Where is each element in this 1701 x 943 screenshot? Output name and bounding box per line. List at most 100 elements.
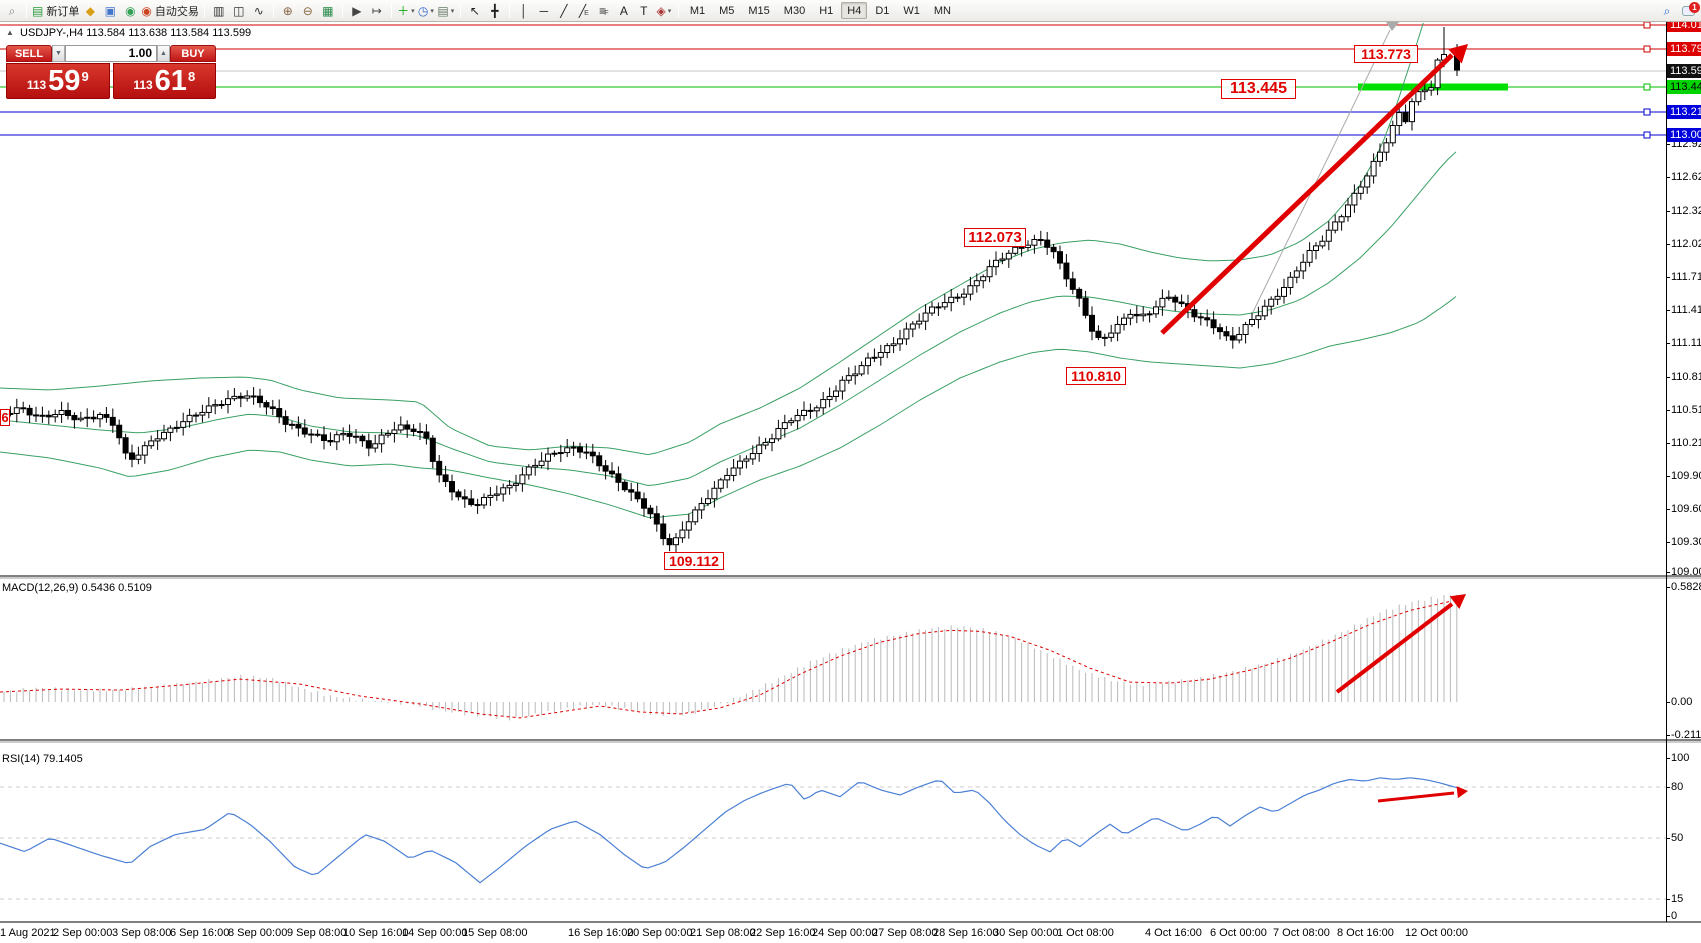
date-label: 12 Oct 00:00 [1405, 927, 1468, 939]
date-label: 30 Sep 00:00 [993, 927, 1059, 939]
fibonacci-icon[interactable]: ≡ F [595, 2, 613, 20]
bar-chart-icon-glyph: ▥ [213, 3, 225, 18]
timeframe-m30[interactable]: M30 [783, 4, 806, 17]
line-chart-icon-glyph: ∿ [253, 3, 264, 18]
templates-button[interactable]: ▤ ▾ [437, 2, 455, 20]
timeframe-m15[interactable]: M15 [748, 4, 770, 17]
rsi-tick-label: 50 [1671, 832, 1684, 844]
timeframe-h1[interactable]: H1 [819, 4, 834, 17]
timeframe-m5[interactable]: M5 [719, 4, 735, 17]
templates-button-glyph: ▤ [437, 3, 449, 18]
text-icon[interactable]: A [615, 2, 633, 20]
autotrading-button[interactable]: ◉ 自动交易 [141, 2, 198, 20]
rsi-tick-mark [1666, 758, 1670, 759]
price-tick-mark [1666, 244, 1670, 245]
zoom-in-icon[interactable]: ⊕ [279, 2, 297, 20]
date-label: 8 Oct 16:00 [1337, 927, 1394, 939]
indicators-button[interactable]: ＋ ▾ [397, 2, 415, 20]
tile-windows-icon-glyph: ▦ [322, 3, 334, 18]
timeframe-h4[interactable]: H4 [841, 2, 868, 19]
rsi-tick-mark [1666, 838, 1670, 839]
volume-increase-button[interactable]: ▲ [157, 45, 170, 62]
dropdown-arrow-icon: ▾ [411, 7, 415, 15]
price-tick-mark [1666, 310, 1670, 311]
price-annotation[interactable]: 6 [0, 409, 10, 426]
sell-price-display[interactable]: 113 59 9 [6, 63, 110, 99]
date-label: 9 Sep 08:00 [287, 927, 347, 939]
crosshair-icon[interactable]: ╋ [486, 2, 504, 20]
timeframe-mn[interactable]: MN [933, 4, 951, 17]
cursor-icon[interactable]: ↖ [466, 2, 484, 20]
search-icon[interactable]: ⌕ [1658, 2, 1676, 20]
horizontal-line-icon[interactable]: ─ [535, 2, 553, 20]
price-annotation[interactable]: 109.112 [664, 552, 724, 570]
toolbar-separator [272, 3, 274, 18]
horizontal-lines-layer[interactable] [0, 21, 1666, 139]
zoom-out-icon[interactable]: ⊖ [299, 2, 317, 20]
dropdown-arrow-icon: ▾ [450, 7, 455, 15]
candlestick-chart-icon[interactable]: ◫ [230, 2, 248, 20]
arrows-tool-icon[interactable]: ◈ ▾ [655, 2, 673, 20]
buy-price-display[interactable]: 113 61 8 [112, 63, 216, 99]
price-tick-label: 110.210 [1671, 437, 1701, 449]
chart-collapse-icon[interactable]: ▲ [6, 28, 14, 37]
pane-borders [0, 22, 1701, 923]
gray-trendline[interactable] [1252, 22, 1399, 313]
price-tick-label: 109.305 [1671, 536, 1701, 548]
rsi-tick-label: 100 [1671, 752, 1690, 764]
timeframe-w1[interactable]: W1 [903, 4, 920, 17]
autotrading-button-label: 自动交易 [154, 5, 199, 18]
bid-pips: 59 [48, 65, 81, 98]
buy-button[interactable]: BUY [170, 45, 216, 62]
price-annotation[interactable]: 113.445 [1221, 79, 1296, 99]
toolbar-separator [677, 3, 679, 18]
price-tick-label: 112.020 [1671, 238, 1701, 250]
cursor-icon-glyph: ↖ [469, 3, 480, 18]
bid-whole: 113 [26, 78, 47, 92]
bar-chart-icon[interactable]: ▥ [210, 2, 228, 20]
styler-bucket-icon[interactable]: ◆ [81, 2, 99, 20]
vertical-line-icon[interactable]: │ [515, 2, 533, 20]
price-tick-mark [1666, 443, 1670, 444]
chat-icon[interactable]: 1 [1678, 1, 1700, 20]
price-tick-label: 112.625 [1671, 171, 1701, 183]
fibonacci-icon-glyph: ≡ [599, 3, 607, 18]
macd-tick-label: 0.00 [1671, 696, 1693, 708]
candlestick-chart-icon-glyph: ◫ [233, 3, 245, 18]
volume-decrease-button[interactable]: ▼ [52, 45, 65, 62]
price-tick-mark [1666, 476, 1670, 477]
terminal-icon[interactable]: ▣ [101, 2, 119, 20]
vertical-line-icon-glyph: │ [520, 3, 528, 18]
auto-scroll-icon[interactable]: ▶ [348, 2, 366, 20]
rsi-pane-label: RSI(14) 79.1405 [2, 753, 83, 765]
price-annotation[interactable]: 112.073 [964, 228, 1026, 247]
toolbar-separator [203, 3, 205, 18]
tile-windows-icon[interactable]: ▦ [319, 2, 337, 20]
price-tick-mark [1666, 572, 1670, 573]
equidistant-channel-icon[interactable]: ╱ E [575, 2, 593, 20]
periods-button[interactable]: ◷ ▾ [417, 2, 435, 20]
date-label: 20 Sep 00:00 [627, 927, 693, 939]
price-tag-113.217: 113.217 [1667, 105, 1701, 119]
chart-shift-icon[interactable]: ↦ [368, 2, 386, 20]
edge-partial-search-icon[interactable]: ⌕ [3, 2, 21, 20]
price-annotation[interactable]: 113.773 [1354, 45, 1418, 63]
macd-tick-mark [1666, 702, 1670, 703]
text-label-icon[interactable]: T [635, 2, 653, 20]
date-label: 14 Sep 00:00 [402, 927, 468, 939]
bid-point: 9 [81, 69, 89, 84]
signals-icon[interactable]: ◉ [121, 2, 139, 20]
volume-input[interactable]: 1.00 [65, 45, 157, 62]
fibonacci-icon-sub: F [604, 10, 609, 17]
new-order-button[interactable]: ▤ 新订单 [32, 2, 79, 20]
trendline-icon[interactable]: ╱ [555, 2, 573, 20]
date-label: 3 Sep 08:00 [112, 927, 172, 939]
red-arrows-layer[interactable] [1160, 44, 1468, 803]
timeframe-d1[interactable]: D1 [875, 4, 890, 17]
line-chart-icon[interactable]: ∿ [250, 2, 268, 20]
date-label: 1 Aug 2021 [0, 927, 56, 939]
sell-button[interactable]: SELL [6, 45, 52, 62]
timeframe-m1[interactable]: M1 [689, 4, 706, 17]
price-annotation[interactable]: 110.810 [1066, 367, 1126, 385]
